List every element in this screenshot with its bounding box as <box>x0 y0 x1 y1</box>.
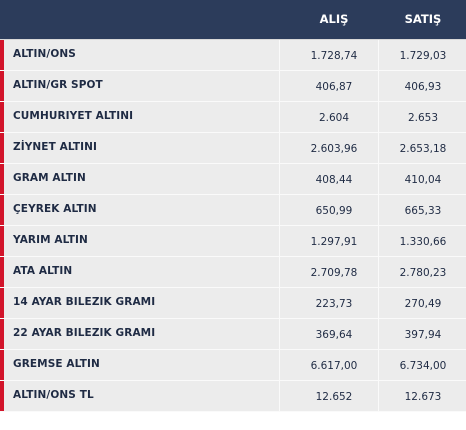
column-divider <box>378 319 379 349</box>
column-divider <box>279 319 280 349</box>
column-divider <box>378 288 379 318</box>
column-divider <box>279 71 280 101</box>
column-divider <box>378 102 379 132</box>
row-name: ZİYNET ALTINI <box>13 141 98 153</box>
column-divider <box>279 226 280 256</box>
row-name: ALTIN/GR SPOT <box>13 79 103 91</box>
sell-price: 12.673 <box>404 391 442 403</box>
sell-price: 270,49 <box>404 298 442 310</box>
row-marker <box>0 133 4 163</box>
column-divider <box>378 71 379 101</box>
buy-price: 223,73 <box>315 298 353 310</box>
buy-price: 650,99 <box>315 205 353 217</box>
row-marker <box>0 226 4 256</box>
row-marker <box>0 40 4 70</box>
sell-price: 665,33 <box>404 205 442 217</box>
row-marker <box>0 381 4 411</box>
row-name: ALTIN/ONS <box>13 48 76 60</box>
sell-price: 2.653,18 <box>399 143 447 155</box>
row-name: 22 AYAR BILEZIK GRAMI <box>13 327 156 339</box>
sell-price: 2.653 <box>407 112 439 124</box>
row-name: ATA ALTIN <box>13 265 73 277</box>
table-row[interactable]: CUMHURIYET ALTINI 2.604 2.653 <box>0 102 466 133</box>
row-marker <box>0 164 4 194</box>
sell-price: 2.780,23 <box>399 267 447 279</box>
column-divider <box>378 133 379 163</box>
column-divider <box>378 164 379 194</box>
table-header: ALIŞ SATIŞ <box>0 0 466 40</box>
column-divider <box>378 257 379 287</box>
column-divider <box>378 40 379 70</box>
table-row[interactable]: ATA ALTIN 2.709,78 2.780,23 <box>0 257 466 288</box>
column-divider <box>378 381 379 411</box>
table-row[interactable]: GRAM ALTIN 408,44 410,04 <box>0 164 466 195</box>
column-divider <box>279 288 280 318</box>
sell-price: 1.729,03 <box>399 50 447 62</box>
column-divider <box>279 102 280 132</box>
row-marker <box>0 319 4 349</box>
row-marker <box>0 257 4 287</box>
table-row[interactable]: ZİYNET ALTINI 2.603,96 2.653,18 <box>0 133 466 164</box>
sell-price: 397,94 <box>404 329 442 341</box>
sell-price: 6.734,00 <box>399 360 447 372</box>
gold-price-table: ALIŞ SATIŞ ALTIN/ONS 1.728,74 1.729,03 A… <box>0 0 466 412</box>
column-divider <box>279 195 280 225</box>
column-divider <box>378 195 379 225</box>
row-marker <box>0 350 4 380</box>
column-divider <box>279 164 280 194</box>
row-name: GRAM ALTIN <box>13 172 86 184</box>
table-row[interactable]: ALTIN/GR SPOT 406,87 406,93 <box>0 71 466 102</box>
row-name: ÇEYREK ALTIN <box>13 203 97 215</box>
buy-price: 6.617,00 <box>310 360 358 372</box>
buy-price: 408,44 <box>315 174 353 186</box>
sell-price: 410,04 <box>404 174 442 186</box>
table-row[interactable]: YARIM ALTIN 1.297,91 1.330,66 <box>0 226 466 257</box>
table-row[interactable]: ALTIN/ONS TL 12.652 12.673 <box>0 381 466 412</box>
buy-price: 1.728,74 <box>310 50 358 62</box>
buy-price: 2.603,96 <box>310 143 358 155</box>
buy-column-header: ALIŞ <box>319 12 349 26</box>
sell-column-header: SATIŞ <box>404 12 442 26</box>
column-divider <box>279 133 280 163</box>
row-name: CUMHURIYET ALTINI <box>13 110 134 122</box>
column-divider <box>279 40 280 70</box>
buy-price: 2.604 <box>318 112 350 124</box>
buy-price: 2.709,78 <box>310 267 358 279</box>
column-divider <box>378 226 379 256</box>
column-divider <box>279 257 280 287</box>
buy-price: 369,64 <box>315 329 353 341</box>
row-marker <box>0 288 4 318</box>
sell-price: 406,93 <box>404 81 442 93</box>
table-row[interactable]: 22 AYAR BILEZIK GRAMI 369,64 397,94 <box>0 319 466 350</box>
buy-price: 406,87 <box>315 81 353 93</box>
row-name: 14 AYAR BILEZIK GRAMI <box>13 296 156 308</box>
sell-price: 1.330,66 <box>399 236 447 248</box>
row-marker <box>0 102 4 132</box>
column-divider <box>279 350 280 380</box>
column-divider <box>279 381 280 411</box>
table-row[interactable]: ÇEYREK ALTIN 650,99 665,33 <box>0 195 466 226</box>
row-name: ALTIN/ONS TL <box>13 389 94 401</box>
row-name: YARIM ALTIN <box>13 234 88 246</box>
column-divider <box>378 350 379 380</box>
row-marker <box>0 195 4 225</box>
buy-price: 1.297,91 <box>310 236 358 248</box>
buy-price: 12.652 <box>315 391 353 403</box>
table-row[interactable]: ALTIN/ONS 1.728,74 1.729,03 <box>0 40 466 71</box>
table-row[interactable]: 14 AYAR BILEZIK GRAMI 223,73 270,49 <box>0 288 466 319</box>
row-marker <box>0 71 4 101</box>
row-name: GREMSE ALTIN <box>13 358 100 370</box>
table-row[interactable]: GREMSE ALTIN 6.617,00 6.734,00 <box>0 350 466 381</box>
